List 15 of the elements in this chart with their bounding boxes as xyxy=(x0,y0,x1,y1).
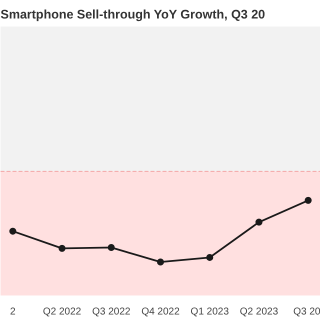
x-tick-label: Q3 2022 xyxy=(92,306,131,318)
point xyxy=(206,254,214,261)
point xyxy=(9,228,16,235)
x-tick-label: Q2 2022 xyxy=(42,306,82,318)
x-tick-label: Q2 2023 xyxy=(240,306,279,318)
point xyxy=(304,196,312,204)
point xyxy=(255,218,262,226)
point xyxy=(157,258,164,266)
chart-title: Smartphone Sell-through YoY Growth, Q3 20 xyxy=(0,8,266,22)
x-tick-label: Q4 2022 xyxy=(141,306,180,318)
point xyxy=(58,244,66,252)
x-tick-label: Q1 2023 xyxy=(190,306,230,318)
x-tick-label: 2 xyxy=(10,306,16,318)
x-tick-label: Q3 20 xyxy=(293,306,320,318)
point xyxy=(108,244,115,251)
